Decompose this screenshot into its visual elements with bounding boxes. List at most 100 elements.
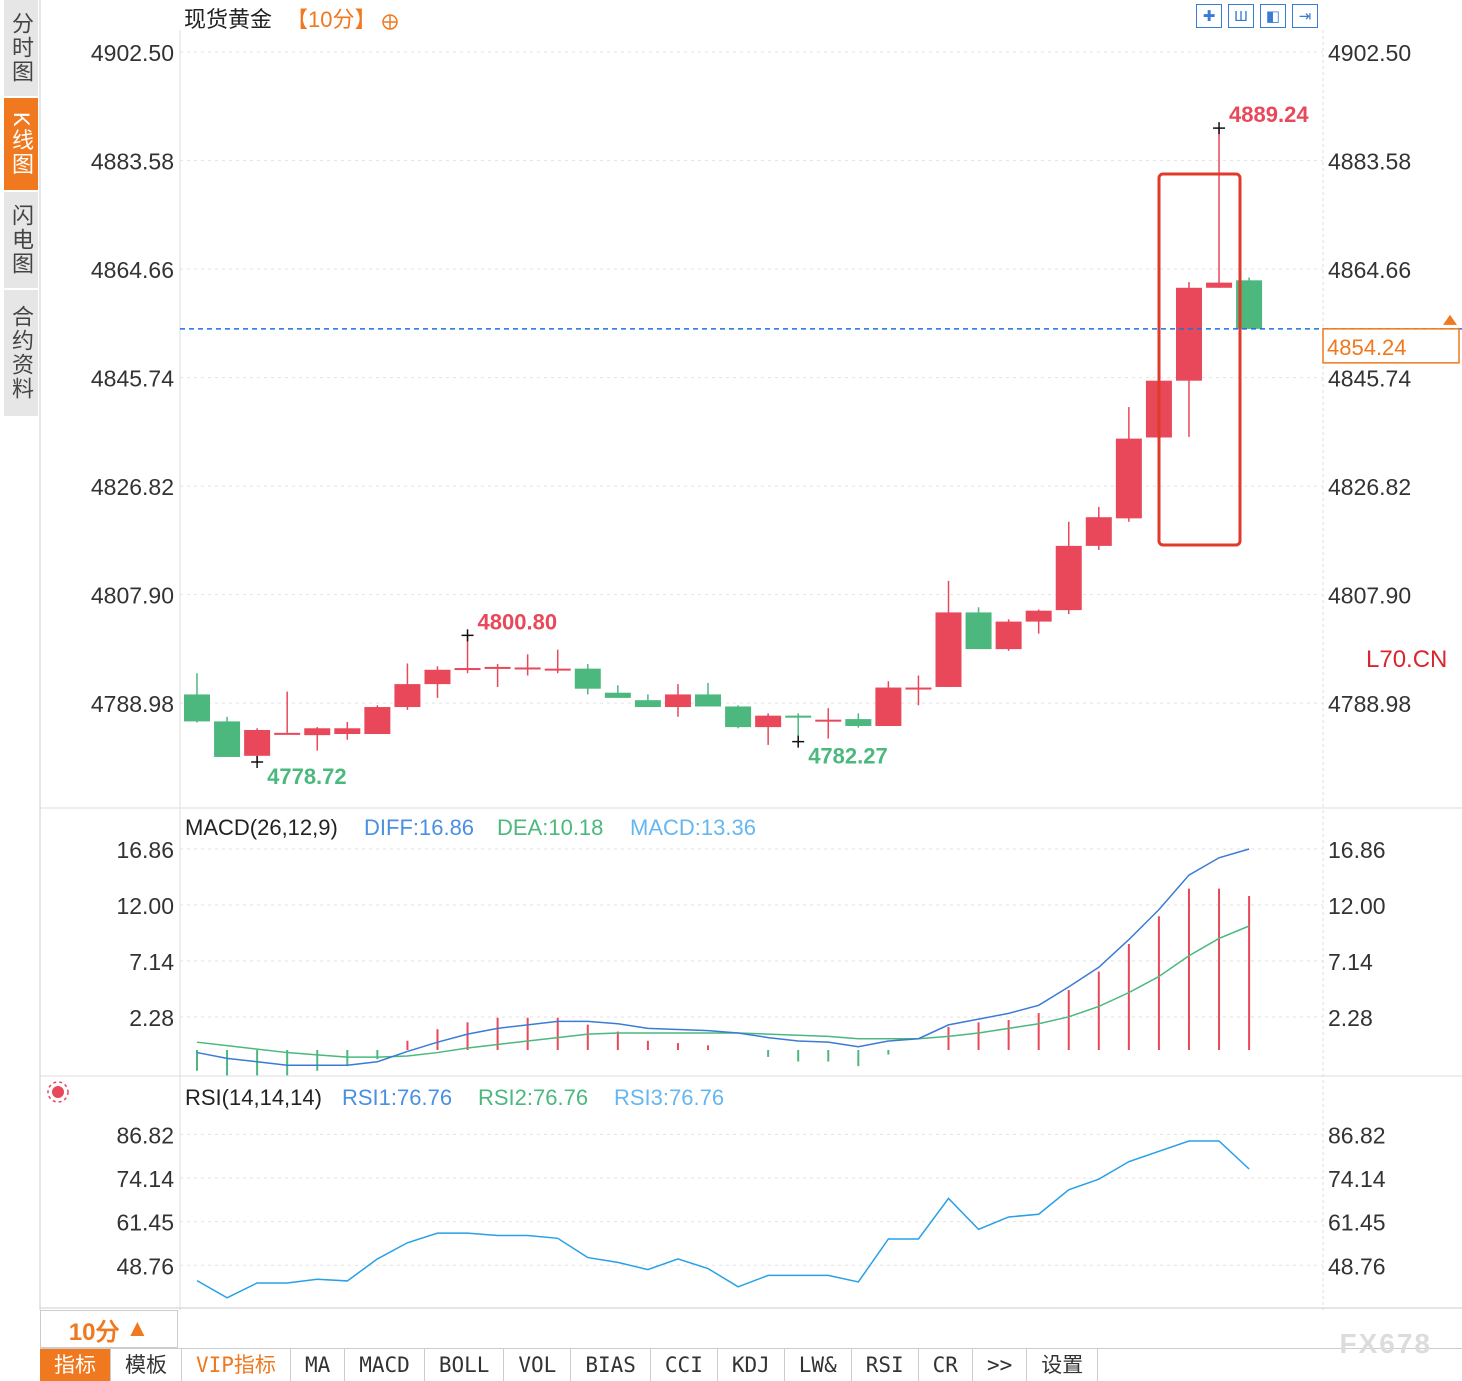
candle-body (244, 729, 271, 756)
svg-text:RSI2:76.76: RSI2:76.76 (478, 1085, 588, 1110)
scroll-right-icon[interactable]: ⇥ (1292, 4, 1318, 28)
y-tick-left: 4902.50 (91, 40, 174, 66)
y-tick-left: 16.86 (116, 837, 174, 863)
svg-text:RSI1:76.76: RSI1:76.76 (342, 1085, 452, 1110)
y-tick-left: 74.14 (116, 1166, 174, 1192)
tab-12[interactable]: CR (919, 1349, 973, 1381)
main-y-axis: 4902.50 4902.50 4883.58 4883.58 4864.66 4864.… (91, 40, 1411, 717)
candle-body (755, 715, 782, 728)
candle-body (484, 666, 511, 669)
tab-5[interactable]: BOLL (425, 1349, 505, 1381)
y-tick-right: 12.00 (1328, 893, 1386, 919)
highlight-box (1157, 172, 1242, 547)
bar-zoom-in-icon[interactable]: Ш (1228, 4, 1254, 28)
y-tick-left: 4788.98 (91, 691, 174, 717)
y-tick-left: 48.76 (116, 1253, 174, 1279)
y-tick-left: 4864.66 (91, 257, 174, 283)
nav-kline[interactable]: K线图 (4, 98, 38, 190)
tab-6[interactable]: VOL (504, 1349, 572, 1381)
y-tick-right: 4807.90 (1328, 583, 1411, 609)
y-tick-right: 4788.98 (1328, 691, 1411, 717)
anno-label: 4800.80 (478, 609, 558, 634)
rsi-legend: RSI(14,14,14) RSI1:76.76 RSI2:76.76 RSI3… (185, 1085, 724, 1110)
candle-body (875, 687, 902, 726)
macd-y-axis: 16.86 16.86 12.00 12.00 7.14 7.14 2.28 2.28 (116, 837, 1385, 1031)
y-tick-right: 4826.82 (1328, 474, 1411, 500)
price-annotations: 4889.24 4800.80 4778.72 4782.27 (251, 102, 1309, 789)
candle-body (995, 621, 1022, 650)
timeframe-selector[interactable]: 10分 ▲ (40, 1310, 178, 1348)
tab-3[interactable]: MA (291, 1349, 346, 1381)
candle-body (544, 668, 571, 671)
settings-sun-icon[interactable] (47, 1081, 69, 1103)
candle-body (965, 612, 992, 650)
svg-text:DIFF:16.86: DIFF:16.86 (364, 815, 474, 840)
bar-zoom-out-icon[interactable]: ◧ (1260, 4, 1286, 28)
y-tick-left: 12.00 (116, 893, 174, 919)
svg-text:RSI(14,14,14): RSI(14,14,14) (185, 1085, 322, 1110)
candle-body (394, 684, 421, 708)
watermark: FX678 (1339, 1328, 1432, 1359)
y-tick-right: 2.28 (1328, 1005, 1373, 1031)
candle-body (785, 715, 812, 718)
indicator-tabs: 指标 模板 VIP指标 MA MACD BOLL VOL BIAS CCI KDJ LW& RSI CR… (40, 1348, 1462, 1381)
tab-2[interactable]: VIP指标 (182, 1349, 291, 1381)
tab-10[interactable]: LW& (785, 1349, 852, 1381)
svg-text:DEA:10.18: DEA:10.18 (497, 815, 603, 840)
candle-body (1175, 287, 1202, 381)
tab-7[interactable]: BIAS (571, 1349, 651, 1381)
timeframe-label[interactable]: 【10分】 (286, 7, 376, 32)
caret-up-icon: ▲ (125, 1315, 150, 1342)
candle-body (304, 728, 331, 736)
y-tick-left: 7.14 (129, 949, 174, 975)
y-tick-right: 61.45 (1328, 1210, 1386, 1236)
main-grid (180, 51, 1323, 704)
candle-body (334, 728, 361, 735)
tab-11[interactable]: RSI (852, 1349, 919, 1381)
tab-9[interactable]: KDJ (718, 1349, 785, 1381)
tab-4[interactable]: MACD (345, 1349, 425, 1381)
nav-flash[interactable]: 闪电图 (4, 192, 38, 288)
tab-0[interactable]: 指标 (40, 1349, 111, 1381)
candle-body (905, 687, 932, 690)
crosshair-icon[interactable]: ✚ (1196, 4, 1222, 28)
candle-body (364, 707, 391, 735)
candle-body (424, 669, 451, 685)
candle-body (695, 694, 722, 707)
left-nav: 分时图 K线图 闪电图 合约资料 (4, 0, 38, 418)
tab-14[interactable]: 设置 (1027, 1349, 1099, 1381)
chart-frame (39, 0, 1462, 1310)
nav-contract-info[interactable]: 合约资料 (4, 290, 38, 416)
tab-13[interactable]: >> (973, 1349, 1028, 1381)
nav-timeshare[interactable]: 分时图 (4, 0, 38, 96)
tab-8[interactable]: CCI (651, 1349, 718, 1381)
tab-1[interactable]: 模板 (111, 1349, 182, 1381)
svg-text:4854.24: 4854.24 (1327, 335, 1407, 360)
candle-body (514, 667, 541, 670)
anno-label: 4889.24 (1229, 102, 1309, 127)
anno-label: 4778.72 (267, 764, 347, 789)
macd-grid (180, 848, 1323, 1018)
candle-body (214, 721, 241, 757)
y-tick-left: 4807.90 (91, 583, 174, 609)
anno-label: 4782.27 (808, 744, 888, 769)
y-tick-left: 86.82 (116, 1122, 174, 1148)
candle-body (274, 732, 301, 735)
y-tick-right: 48.76 (1328, 1253, 1386, 1279)
timeframe-value: 10分 (68, 1318, 120, 1346)
candle-body (604, 692, 631, 698)
candle-body (1115, 438, 1142, 519)
macd-histogram (196, 888, 1251, 1076)
rsi-grid (180, 1133, 1323, 1266)
candle-body (454, 668, 481, 671)
y-tick-left: 4845.74 (91, 366, 174, 392)
add-compare-icon[interactable] (382, 14, 398, 30)
candles (184, 128, 1263, 763)
candle-body (664, 694, 691, 708)
y-tick-right: 16.86 (1328, 837, 1386, 863)
diff-line (196, 848, 1250, 1066)
svg-text:MACD(26,12,9): MACD(26,12,9) (185, 815, 338, 840)
rsi-y-axis: 86.82 86.82 74.14 74.14 61.45 61.45 48.76 48.76 (116, 1122, 1385, 1279)
y-tick-right: 74.14 (1328, 1166, 1386, 1192)
